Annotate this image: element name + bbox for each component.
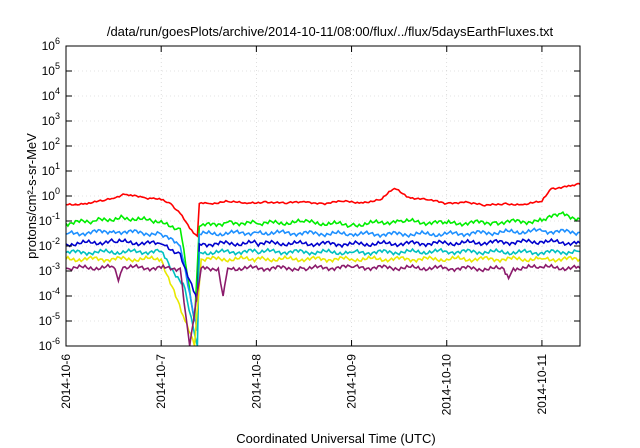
y-tick-label: 103 <box>42 111 60 128</box>
series-line <box>66 182 580 238</box>
y-tick-label: 105 <box>42 61 60 78</box>
y-tick-label: 102 <box>42 136 60 153</box>
x-tick-label: 2014-10-10 <box>440 354 454 416</box>
x-tick-label: 2014-10-9 <box>345 354 359 409</box>
series-line <box>66 247 580 346</box>
x-axis: 2014-10-6 2014-10-7 2014-10-8 2014-10-9 2014… <box>59 46 549 415</box>
y-tick-label: 104 <box>42 86 60 103</box>
y-tick-label: 101 <box>42 161 60 178</box>
chart-title: /data/run/goesPlots/archive/2014-10-11/0… <box>107 24 554 39</box>
y-tick-label: 10-3 <box>39 261 60 278</box>
series-line <box>66 227 580 332</box>
x-axis-label: Coordinated Universal Time (UTC) <box>236 431 435 446</box>
y-axis-label: protons/cm²-s-sr-MeV <box>24 133 39 259</box>
y-tick-label: 10-4 <box>39 286 60 303</box>
x-tick-label: 2014-10-6 <box>59 354 73 409</box>
y-tick-label: 106 <box>42 36 60 53</box>
y-axis: 10-6 10-5 10-4 10-3 10-2 10-1 100 101 102 103 104 1… <box>39 36 580 353</box>
y-tick-label: 100 <box>42 186 60 203</box>
grid <box>65 45 580 347</box>
y-tick-label: 10-5 <box>39 311 60 328</box>
series-line <box>66 237 580 302</box>
series-line <box>66 211 580 322</box>
y-tick-label: 10-6 <box>39 336 60 353</box>
x-tick-label: 2014-10-7 <box>154 354 168 409</box>
x-tick-label: 2014-10-8 <box>249 354 263 409</box>
x-tick-label: 2014-10-11 <box>535 354 549 415</box>
series-line <box>66 263 580 346</box>
series-layer <box>66 182 580 346</box>
y-tick-label: 10-2 <box>39 236 60 253</box>
y-tick-label: 10-1 <box>39 211 60 228</box>
series-line <box>66 254 580 346</box>
